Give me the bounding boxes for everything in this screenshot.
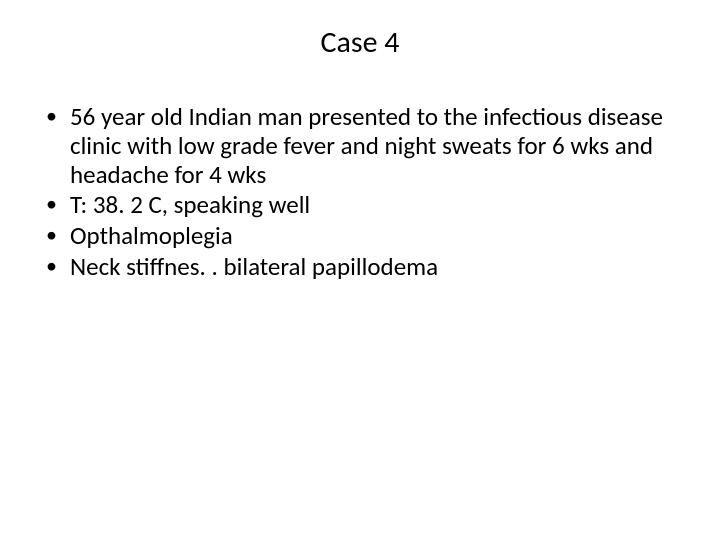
list-item: T: 38. 2 C, speaking well <box>44 191 680 220</box>
bullet-list: 56 year old Indian man presented to the … <box>0 103 720 282</box>
list-item: 56 year old Indian man presented to the … <box>44 103 680 189</box>
list-item: Neck stiffnes. . bilateral papillodema <box>44 253 680 282</box>
slide-title: Case 4 <box>0 24 720 61</box>
list-item: Opthalmoplegia <box>44 222 680 251</box>
slide-container: Case 4 56 year old Indian man presented … <box>0 0 720 540</box>
